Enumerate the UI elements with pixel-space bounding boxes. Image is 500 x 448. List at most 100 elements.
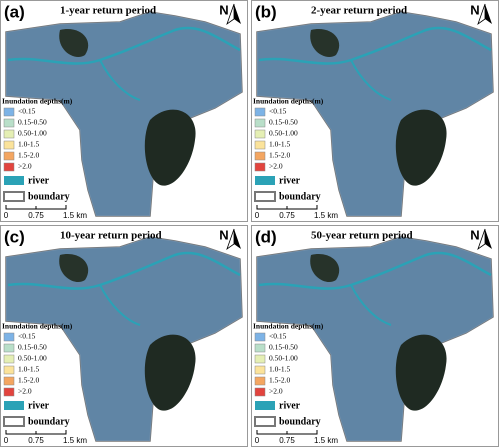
legend-swatch — [254, 162, 266, 172]
legend-swatch — [3, 354, 15, 364]
legend-swatch — [3, 376, 15, 386]
scale-label: 1.5 km — [63, 436, 87, 445]
legend-label: >2.0 — [269, 162, 283, 171]
legend-label: river — [28, 175, 50, 186]
north-arrow — [477, 3, 486, 26]
legend-swatch — [254, 332, 266, 342]
legend-label: 0.15-0.50 — [18, 343, 47, 352]
legend-title: Inundation depths(m) — [2, 97, 73, 106]
mountain — [144, 334, 196, 411]
legend-label: boundary — [28, 416, 70, 427]
panel: (c) 10-year return period N Inundation dept… — [0, 225, 248, 447]
north-arrow — [485, 4, 492, 24]
legend-swatch — [3, 140, 15, 150]
legend-title: Inundation depths(m) — [2, 322, 73, 331]
panel: (b) 2-year return period N Inundation depth… — [251, 0, 499, 222]
legend-swatch — [3, 343, 15, 353]
legend-label: 0.15-0.50 — [269, 118, 298, 127]
north-arrow — [234, 4, 241, 24]
north-label: N — [470, 227, 479, 242]
north-arrow — [226, 228, 235, 251]
river-line — [99, 284, 141, 326]
scale-label: 0.75 — [28, 436, 44, 445]
legend-swatch — [3, 365, 15, 375]
legend-swatch — [254, 376, 266, 386]
legend-swatch — [255, 401, 275, 410]
scale-label: 0.75 — [279, 211, 295, 220]
river-line — [350, 59, 392, 101]
legend-label: 1.5-2.0 — [269, 376, 290, 385]
mountain — [144, 109, 196, 186]
legend-title: Inundation depths(m) — [253, 322, 324, 331]
legend-label: 1.0-1.5 — [18, 140, 39, 149]
scale-label: 0 — [255, 436, 260, 445]
legend-title: Inundation depths(m) — [253, 97, 324, 106]
river-line — [7, 251, 241, 290]
legend-label: boundary — [28, 191, 70, 202]
legend-label: 0.15-0.50 — [269, 343, 298, 352]
legend-swatch — [254, 151, 266, 161]
legend-label: 0.50-1.00 — [269, 354, 298, 363]
river-line — [99, 59, 141, 101]
north-label: N — [219, 227, 228, 242]
panel-label: (b) — [255, 2, 277, 21]
legend-swatch — [254, 343, 266, 353]
legend-label: river — [279, 175, 301, 186]
scale-label: 0 — [255, 211, 260, 220]
scale-bar — [256, 430, 318, 435]
legend-label: boundary — [279, 416, 321, 427]
legend-swatch — [254, 129, 266, 139]
legend-swatch — [254, 354, 266, 364]
legend-swatch — [254, 416, 276, 427]
river-line — [350, 284, 392, 326]
scale-bar — [256, 205, 318, 210]
legend-label: 0.15-0.50 — [18, 118, 47, 127]
panel: (d) 50-year return period N Inundation dept… — [251, 225, 499, 447]
legend-swatch — [3, 416, 25, 427]
legend-swatch — [4, 176, 24, 185]
legend-swatch — [254, 118, 266, 128]
legend-label: 1.5-2.0 — [18, 151, 39, 160]
scale-bar — [5, 430, 67, 435]
panel-title: 2-year return period — [311, 5, 407, 17]
legend-swatch — [3, 151, 15, 161]
scale-label: 1.5 km — [314, 436, 338, 445]
legend-label: 1.5-2.0 — [269, 151, 290, 160]
legend-swatch — [3, 191, 25, 202]
legend-swatch — [254, 365, 266, 375]
legend-swatch — [254, 191, 276, 202]
north-label: N — [470, 2, 479, 17]
legend-label: >2.0 — [269, 387, 283, 396]
scale-label: 1.5 km — [314, 211, 338, 220]
river-line — [258, 26, 492, 65]
panel-title: 1-year return period — [60, 5, 156, 17]
north-arrow — [226, 3, 235, 26]
scale-label: 0.75 — [28, 211, 44, 220]
mountain — [395, 109, 447, 186]
panel-title: 10-year return period — [60, 230, 162, 242]
north-arrow — [477, 228, 486, 251]
river-line — [7, 26, 241, 65]
legend-swatch — [3, 332, 15, 342]
scale-label: 0 — [4, 436, 9, 445]
mountain — [395, 334, 447, 411]
legend-label: 1.0-1.5 — [18, 365, 39, 374]
north-arrow — [485, 229, 492, 249]
legend-label: boundary — [279, 191, 321, 202]
legend-swatch — [254, 140, 266, 150]
legend-label: 0.50-1.00 — [18, 354, 47, 363]
legend-label: river — [28, 400, 50, 411]
mountain — [310, 254, 340, 283]
legend-label: <0.15 — [18, 107, 36, 116]
panel-label: (c) — [4, 227, 25, 246]
scale-bar — [5, 205, 67, 210]
panel: (a) 1-year return period N Inundation depth… — [0, 0, 248, 222]
legend-label: river — [279, 400, 301, 411]
north-label: N — [219, 2, 228, 17]
legend-label: 0.50-1.00 — [18, 129, 47, 138]
legend-swatch — [4, 401, 24, 410]
legend-label: >2.0 — [18, 387, 32, 396]
legend-swatch — [3, 107, 15, 117]
legend-swatch — [3, 162, 15, 172]
legend-swatch — [254, 387, 266, 397]
